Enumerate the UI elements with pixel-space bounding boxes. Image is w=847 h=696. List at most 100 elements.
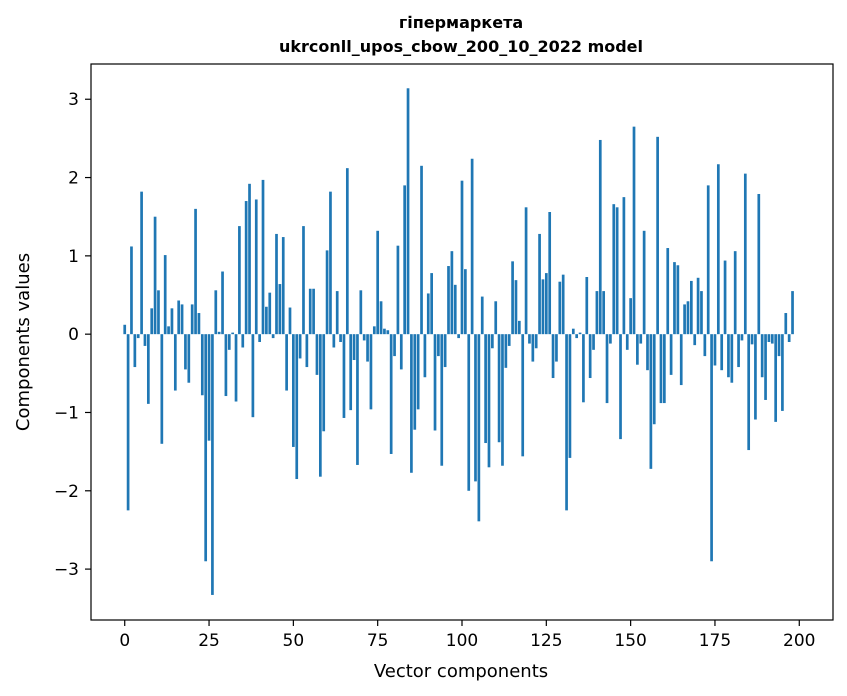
bar-7 xyxy=(146,334,150,404)
bar-183 xyxy=(740,334,744,341)
bar-1 xyxy=(126,334,130,511)
bar-131 xyxy=(565,334,568,511)
x-tick-label: 0 xyxy=(119,631,130,651)
bar-117 xyxy=(517,320,521,335)
x-tick-label: 100 xyxy=(446,631,478,651)
bar-180 xyxy=(730,334,734,383)
bar-134 xyxy=(575,334,579,339)
bar-88 xyxy=(420,165,423,335)
bar-62 xyxy=(332,334,336,348)
bar-77 xyxy=(383,328,386,335)
bar-110 xyxy=(494,301,498,335)
bar-111 xyxy=(497,334,501,443)
bar-120 xyxy=(528,334,531,344)
bar-98 xyxy=(453,284,457,335)
bar-11 xyxy=(160,334,164,444)
bar-128 xyxy=(555,334,558,362)
bar-95 xyxy=(443,334,447,368)
bar-36 xyxy=(244,201,248,335)
bar-160 xyxy=(663,334,666,404)
bar-129 xyxy=(558,281,562,335)
bar-75 xyxy=(376,230,380,335)
bar-114 xyxy=(507,334,511,346)
bar-72 xyxy=(366,334,369,362)
bar-43 xyxy=(268,292,272,335)
bar-137 xyxy=(585,277,589,335)
bar-193 xyxy=(774,334,778,422)
bar-115 xyxy=(511,261,514,335)
bar-87 xyxy=(416,334,420,410)
bar-173 xyxy=(706,185,710,335)
bar-67 xyxy=(349,334,353,411)
bar-83 xyxy=(403,185,407,335)
bar-185 xyxy=(747,334,751,451)
bar-3 xyxy=(133,334,137,368)
bar-171 xyxy=(700,291,703,335)
bar-22 xyxy=(197,313,201,335)
x-axis-ticks: 0 25 50 75 100 125 150 175 200 xyxy=(119,620,815,651)
bar-26 xyxy=(211,334,214,595)
bar-156 xyxy=(649,334,653,469)
bar-187 xyxy=(754,334,757,420)
bar-152 xyxy=(636,334,639,365)
y-tick-label: 3 xyxy=(68,90,79,110)
bar-60 xyxy=(325,250,329,335)
bar-169 xyxy=(693,334,697,346)
bar-76 xyxy=(379,301,383,335)
bar-31 xyxy=(227,334,231,350)
bar-55 xyxy=(308,288,312,335)
bar-28 xyxy=(217,331,221,335)
bar-8 xyxy=(150,308,154,335)
bar-122 xyxy=(534,334,538,349)
x-tick-label: 200 xyxy=(783,631,815,651)
bar-159 xyxy=(659,334,663,404)
bar-82 xyxy=(399,334,403,370)
bar-125 xyxy=(544,273,548,335)
bar-73 xyxy=(369,334,373,410)
x-tick-label: 50 xyxy=(283,631,305,651)
bar-97 xyxy=(450,251,454,335)
bar-175 xyxy=(713,334,717,366)
bar-197 xyxy=(787,334,791,342)
bar-12 xyxy=(163,255,167,335)
bar-34 xyxy=(238,226,241,335)
bar-78 xyxy=(386,330,390,335)
bar-119 xyxy=(524,207,528,335)
bar-127 xyxy=(551,334,555,379)
bar-5 xyxy=(140,191,143,335)
bar-105 xyxy=(477,334,481,522)
bar-16 xyxy=(177,300,181,335)
bar-23 xyxy=(200,334,204,396)
bar-49 xyxy=(288,307,292,335)
bar-51 xyxy=(295,334,299,480)
bar-163 xyxy=(673,262,676,335)
bar-45 xyxy=(275,233,278,335)
bar-174 xyxy=(710,334,713,562)
chart-subtitle: ukrconll_upos_cbow_200_10_2022 model xyxy=(279,37,643,56)
bar-190 xyxy=(764,334,767,400)
bar-116 xyxy=(514,280,518,335)
bar-25 xyxy=(207,334,211,441)
bar-18 xyxy=(184,334,187,370)
y-tick-label: 0 xyxy=(68,325,79,345)
bar-90 xyxy=(426,293,430,335)
bar-61 xyxy=(329,191,332,335)
bar-107 xyxy=(484,334,487,444)
bar-9 xyxy=(153,216,157,335)
x-tick-label: 125 xyxy=(530,631,562,651)
bar-80 xyxy=(393,334,396,357)
bar-181 xyxy=(733,251,737,335)
bar-147 xyxy=(619,334,622,440)
bar-138 xyxy=(588,334,592,379)
chart-title: гіпермаркета xyxy=(399,13,523,32)
bar-100 xyxy=(460,180,464,335)
bar-198 xyxy=(791,291,794,335)
bar-178 xyxy=(723,260,727,335)
bar-10 xyxy=(157,290,160,335)
bar-32 xyxy=(231,332,235,335)
bar-109 xyxy=(491,334,494,349)
bar-52 xyxy=(298,334,302,359)
bar-21 xyxy=(194,208,197,335)
bar-151 xyxy=(632,126,636,335)
bar-145 xyxy=(612,204,616,335)
